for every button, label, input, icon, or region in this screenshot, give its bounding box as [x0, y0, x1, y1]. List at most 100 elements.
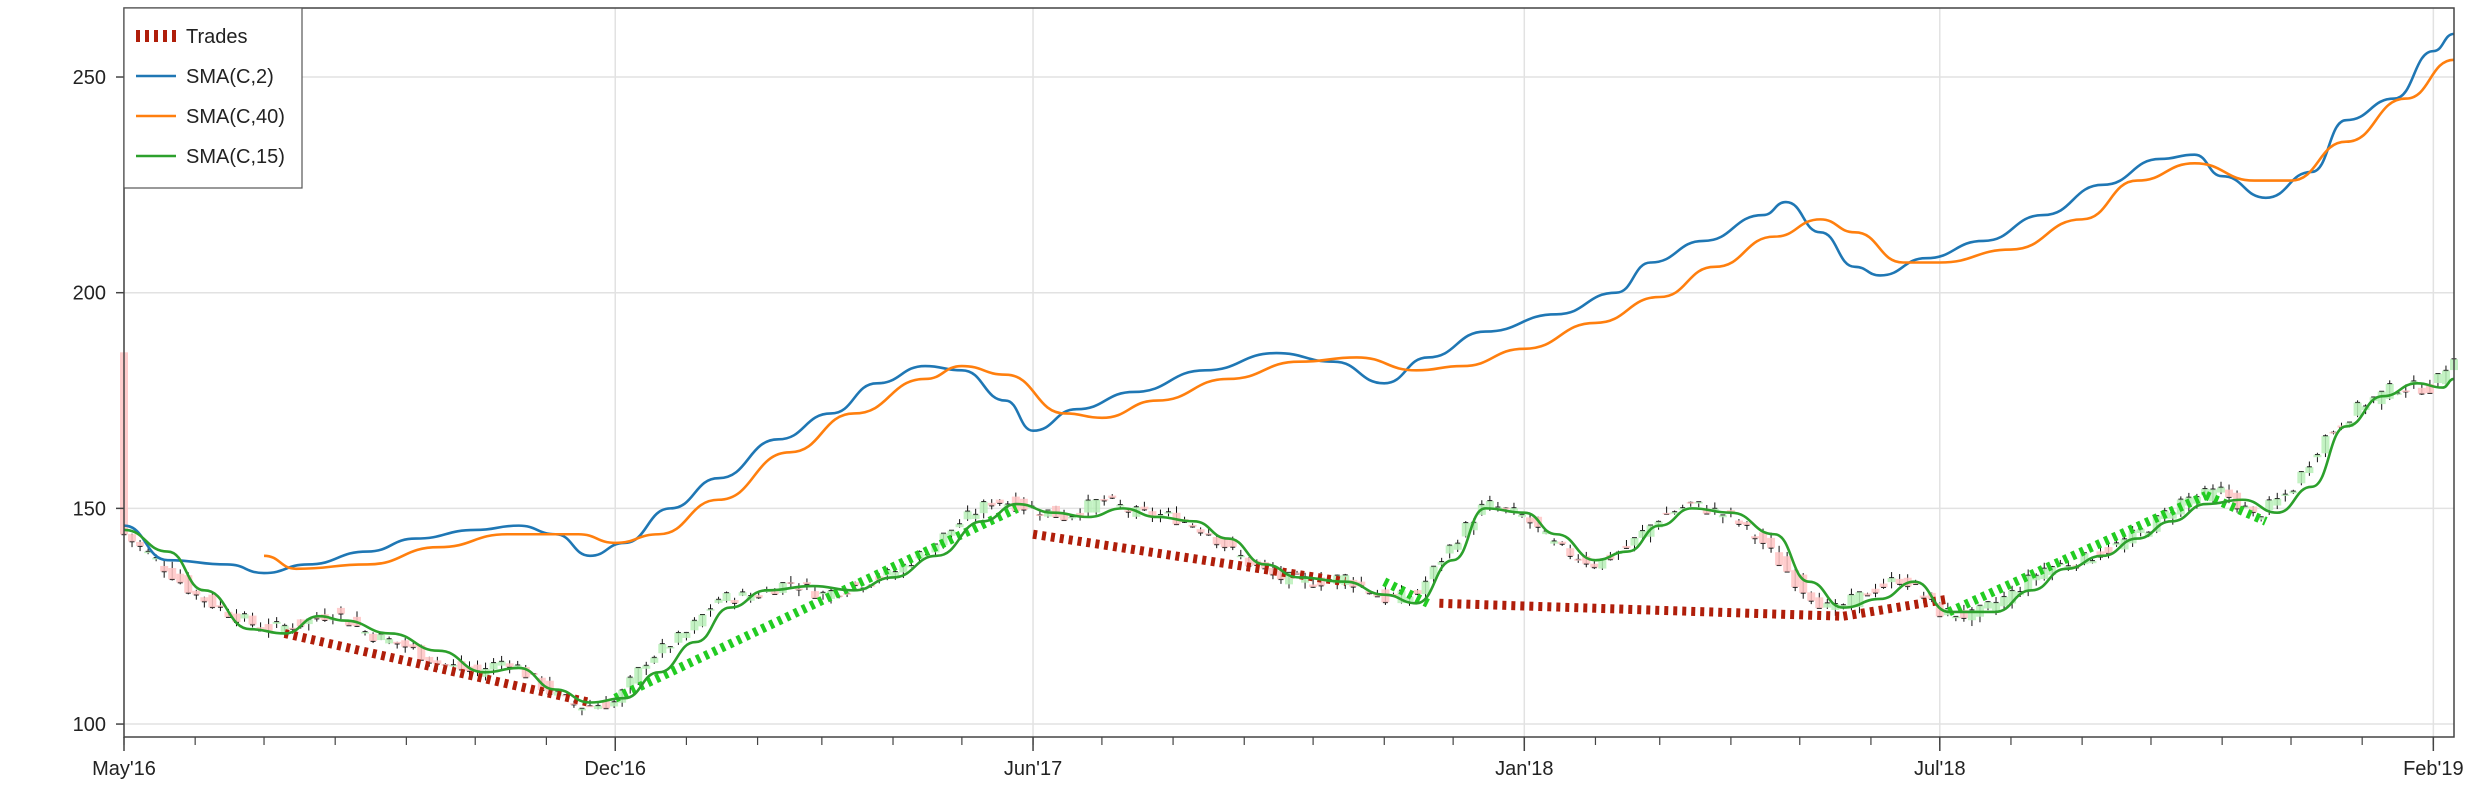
- candle-down: [128, 534, 137, 542]
- candle-down: [1076, 512, 1085, 517]
- candle-up: [819, 592, 827, 595]
- candle-down: [851, 582, 860, 586]
- series-line-sma-c-40: [263, 58, 2455, 571]
- candle-up: [304, 619, 313, 625]
- candle-down: [586, 705, 594, 708]
- candle-up: [1397, 590, 1406, 604]
- candle-up: [714, 599, 723, 603]
- candle-up: [1839, 605, 1848, 607]
- x-tick-label: Jun'17: [1004, 758, 1062, 780]
- candle-down: [1622, 545, 1631, 549]
- candle-down: [433, 660, 442, 664]
- candle-down: [794, 588, 803, 591]
- candle-down: [1196, 529, 1205, 533]
- candle-down: [1574, 559, 1583, 561]
- price-candles: [120, 351, 2458, 716]
- candle-up: [963, 511, 972, 520]
- candle-up: [2208, 489, 2217, 502]
- candle-up: [272, 621, 281, 624]
- candle-up: [2289, 491, 2298, 494]
- candle-down: [1919, 595, 1928, 598]
- candle-up: [2321, 436, 2330, 454]
- candle-down: [344, 621, 353, 626]
- candle-down: [441, 664, 450, 666]
- candle-down: [1124, 510, 1133, 512]
- candle-up: [2112, 543, 2121, 546]
- candle-up: [577, 708, 586, 711]
- candle-up: [1718, 515, 1727, 518]
- candle-up: [2152, 516, 2161, 532]
- candle-up: [2136, 529, 2145, 533]
- candle-down: [1726, 510, 1735, 513]
- candle-up: [2000, 596, 2009, 607]
- trade-segment: [2204, 491, 2268, 526]
- candle-up: [1116, 504, 1125, 507]
- candle-down: [786, 582, 795, 584]
- candle-up: [2385, 383, 2394, 399]
- candle-up: [2265, 500, 2274, 511]
- candle-down: [1108, 495, 1117, 498]
- candle-up: [1092, 499, 1101, 513]
- candle-down: [1686, 502, 1695, 504]
- candle-down: [521, 666, 530, 678]
- candle-down: [1895, 578, 1904, 585]
- candle-up: [2441, 370, 2450, 385]
- candle-down: [1879, 583, 1888, 588]
- candle-up: [280, 625, 289, 634]
- candle-up: [1421, 581, 1430, 595]
- candle-down: [1775, 552, 1784, 566]
- candle-up: [1437, 561, 1446, 565]
- candle-down: [1590, 563, 1599, 568]
- candle-up: [1518, 514, 1526, 517]
- candle-down: [457, 661, 466, 670]
- candle-down: [192, 590, 201, 595]
- candle-down: [1188, 524, 1197, 527]
- candle-up: [1678, 508, 1687, 510]
- legend-label: Trades: [186, 26, 248, 48]
- candle-down: [296, 619, 305, 627]
- candle-up: [2200, 488, 2209, 496]
- candle-up: [497, 661, 506, 666]
- candle-down: [810, 591, 819, 599]
- candle-down: [168, 567, 177, 580]
- candle-up: [1236, 555, 1245, 558]
- x-tick-label: Jan'18: [1495, 758, 1553, 780]
- candle-down: [1558, 541, 1567, 544]
- legend-label: SMA(C,40): [186, 106, 285, 128]
- candle-up: [1285, 572, 1293, 585]
- candle-up: [610, 702, 619, 707]
- candle-up: [2008, 590, 2017, 604]
- y-tick-label: 250: [73, 67, 106, 89]
- candle-up: [666, 647, 675, 649]
- candle-up: [634, 667, 643, 684]
- trade-segment: [283, 629, 591, 707]
- candle-up: [907, 565, 916, 568]
- candle-up: [377, 634, 386, 641]
- candle-up: [1469, 522, 1478, 531]
- candle-up: [2305, 467, 2314, 474]
- candle-up: [144, 551, 153, 554]
- candle-down: [216, 605, 225, 607]
- candle-up: [1461, 522, 1470, 537]
- candle-up: [1068, 516, 1077, 519]
- candle-up: [1710, 508, 1719, 511]
- candle-down: [995, 499, 1004, 504]
- candle-up: [1598, 559, 1607, 569]
- candle-up: [2128, 530, 2137, 544]
- candle-down: [369, 633, 378, 642]
- candle-up: [706, 609, 715, 611]
- candle-up: [1630, 538, 1639, 546]
- candle-down: [1220, 538, 1229, 548]
- candle-up: [1638, 530, 1647, 538]
- trade-segment: [1032, 529, 1346, 587]
- candle-down: [802, 582, 811, 585]
- grid: [123, 8, 2454, 737]
- candle-down: [1807, 592, 1816, 601]
- candle-up: [618, 690, 627, 703]
- candle-down: [1799, 574, 1808, 593]
- candle-down: [1582, 556, 1591, 564]
- candle-up: [1855, 592, 1864, 608]
- candle-down: [2096, 551, 2105, 557]
- candle-down: [1204, 533, 1213, 535]
- candle-down: [208, 594, 217, 608]
